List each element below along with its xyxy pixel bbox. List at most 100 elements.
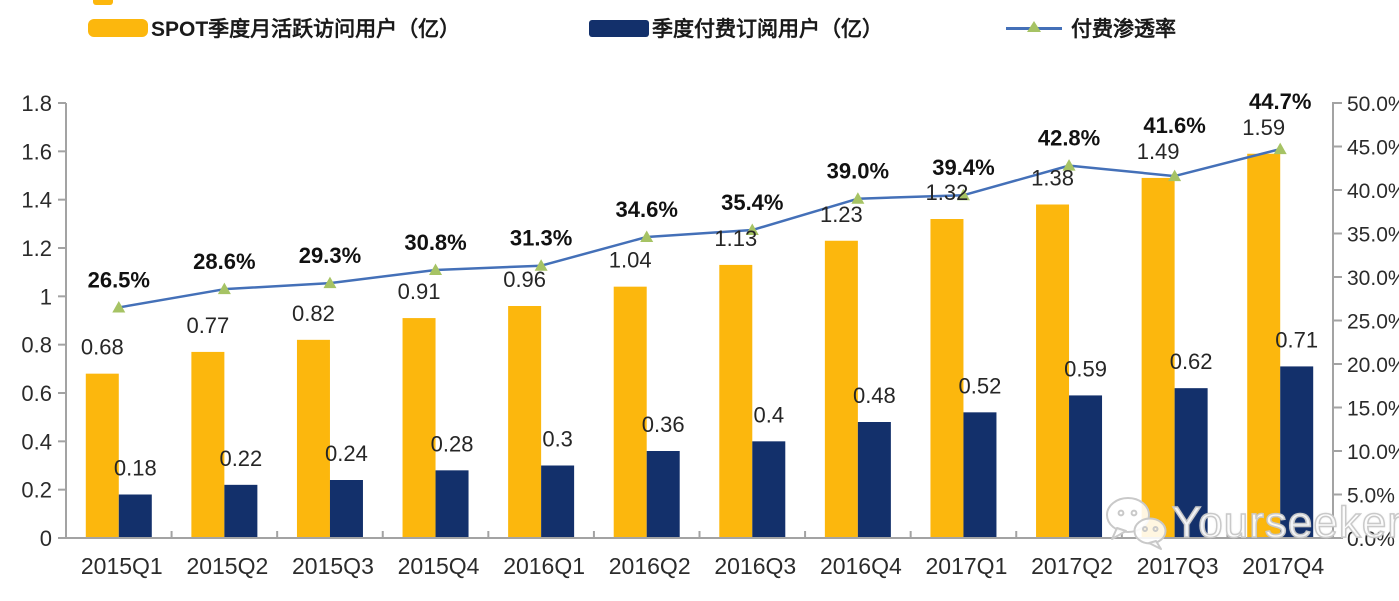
mau-legend-swatch [88, 19, 148, 37]
penetration-label-2015Q2: 28.6% [193, 249, 255, 274]
bar-mau-2017Q2 [1036, 204, 1070, 538]
x-axis-label-2016Q2: 2016Q2 [609, 553, 691, 579]
subscribers-value-label-2017Q2: 0.59 [1064, 356, 1107, 381]
subscribers-legend-swatch [589, 19, 649, 37]
subscribers-value-label-2015Q1: 0.18 [114, 456, 157, 481]
penetration-marker-2015Q1 [112, 300, 126, 313]
left-axis-tick-label: 1.8 [21, 91, 52, 116]
penetration-marker-2017Q3 [1168, 169, 1182, 182]
bar-mau-2015Q3 [296, 339, 330, 538]
bar-subscribers-2015Q1 [118, 494, 152, 538]
penetration-label-2016Q3: 35.4% [721, 190, 783, 215]
penetration-label-2017Q4: 44.7% [1249, 89, 1311, 114]
penetration-label-2016Q1: 31.3% [510, 226, 572, 251]
bar-subscribers-2017Q4 [1280, 366, 1314, 538]
left-axis-tick-label: 1 [40, 284, 52, 309]
mau-value-label-2016Q3: 1.13 [714, 226, 757, 251]
penetration-marker-2015Q3 [323, 276, 337, 289]
right-axis-tick-label: 15.0% [1347, 398, 1399, 421]
penetration-marker-2017Q4 [1273, 142, 1287, 155]
mau-value-label-2015Q3: 0.82 [292, 301, 335, 326]
bar-subscribers-2015Q3 [329, 480, 363, 538]
left-axis-tick-label: 0 [40, 526, 52, 551]
x-axis-label-2015Q1: 2015Q1 [81, 553, 163, 579]
penetration-marker-2016Q1 [534, 259, 548, 271]
penetration-label-2016Q4: 39.0% [827, 159, 889, 184]
mau-value-label-2015Q2: 0.77 [186, 313, 229, 338]
x-axis-label-2016Q3: 2016Q3 [714, 553, 796, 579]
x-axis-label-2015Q4: 2015Q4 [398, 553, 480, 579]
right-axis-tick-label: 40.0% [1347, 180, 1399, 203]
subscribers-value-label-2016Q4: 0.48 [853, 383, 896, 408]
right-axis-tick-label: 20.0% [1347, 354, 1399, 377]
left-axis-tick-label: 0.4 [21, 429, 52, 454]
bar-mau-2017Q1 [930, 219, 964, 538]
penetration-label-2017Q2: 42.8% [1038, 126, 1100, 151]
subscribers-legend-label: 季度付费订阅用户（亿） [652, 18, 883, 41]
x-axis-label-2016Q1: 2016Q1 [503, 553, 585, 579]
bar-mau-2016Q2 [613, 286, 647, 538]
penetration-marker-2015Q2 [217, 282, 231, 295]
left-axis-tick-label: 1.2 [21, 236, 52, 261]
bar-subscribers-2016Q1 [541, 465, 575, 538]
penetration-marker-2016Q4 [851, 192, 865, 204]
subscribers-value-label-2017Q4: 0.71 [1275, 327, 1318, 352]
penetration-marker-2016Q2 [640, 230, 654, 242]
penetration-legend-line [1006, 20, 1062, 32]
left-axis-tick-label: 1.4 [21, 188, 52, 213]
penetration-marker-2017Q1 [956, 188, 970, 201]
cropped-yellow-artifact [93, 0, 113, 5]
bar-mau-2016Q1 [508, 306, 542, 538]
bar-mau-2015Q2 [191, 351, 225, 538]
legend-item-mau: SPOT季度月活跃访问用户（亿） [88, 16, 461, 41]
mau-legend-label: SPOT季度月活跃访问用户（亿） [151, 18, 461, 41]
x-axis-label-2015Q3: 2015Q3 [292, 553, 374, 579]
right-axis-tick-label: 10.0% [1347, 441, 1399, 464]
bar-mau-2016Q4 [824, 240, 858, 538]
subscribers-value-label-2016Q2: 0.36 [642, 412, 685, 437]
left-axis-tick-label: 0.6 [21, 381, 52, 406]
bar-mau-2016Q3 [719, 264, 753, 538]
subscribers-value-label-2016Q1: 0.3 [542, 427, 573, 452]
bar-subscribers-2015Q2 [224, 484, 258, 538]
penetration-marker-2017Q2 [1062, 159, 1076, 171]
bar-subscribers-2016Q4 [857, 422, 891, 538]
subscribers-value-label-2015Q3: 0.24 [325, 441, 368, 466]
triangle-marker-icon [1027, 20, 1041, 32]
bar-subscribers-2016Q2 [646, 451, 680, 538]
penetration-marker-2015Q4 [429, 263, 443, 276]
left-axis-tick-label: 0.2 [21, 478, 52, 503]
bar-subscribers-2015Q4 [435, 470, 469, 538]
subscribers-value-label-2015Q2: 0.22 [219, 446, 262, 471]
mau-value-label-2017Q3: 1.49 [1137, 139, 1180, 164]
right-axis-tick-label: 45.0% [1347, 137, 1399, 160]
mau-value-label-2016Q2: 1.04 [609, 248, 652, 273]
penetration-label-2015Q1: 26.5% [88, 267, 150, 292]
right-axis-tick-label: 50.0% [1347, 93, 1399, 116]
penetration-label-2017Q1: 39.4% [932, 155, 994, 180]
mau-value-label-2015Q4: 0.91 [398, 279, 441, 304]
left-axis-tick-label: 1.6 [21, 139, 52, 164]
bar-mau-2015Q4 [402, 318, 436, 538]
bar-subscribers-2017Q1 [963, 412, 997, 538]
right-axis-tick-label: 0.0% [1347, 528, 1395, 551]
bar-mau-2015Q1 [85, 373, 119, 538]
bar-subscribers-2016Q3 [752, 441, 786, 538]
subscribers-value-label-2016Q3: 0.4 [753, 402, 784, 427]
penetration-label-2015Q3: 29.3% [299, 243, 361, 268]
x-axis-label-2017Q3: 2017Q3 [1137, 553, 1219, 579]
legend-item-penetration: 付费渗透率 [1006, 16, 1176, 41]
x-axis-label-2017Q1: 2017Q1 [926, 553, 1008, 579]
right-axis-tick-label: 30.0% [1347, 267, 1399, 290]
subscribers-value-label-2017Q1: 0.52 [959, 373, 1002, 398]
subscribers-value-label-2015Q4: 0.28 [431, 431, 474, 456]
bar-mau-2017Q4 [1247, 153, 1281, 538]
mau-value-label-2017Q1: 1.32 [926, 180, 969, 205]
bar-subscribers-2017Q2 [1069, 395, 1103, 538]
mau-value-label-2016Q4: 1.23 [820, 202, 863, 227]
penetration-label-2016Q2: 34.6% [616, 197, 678, 222]
right-axis-tick-label: 5.0% [1347, 485, 1395, 508]
x-axis-label-2016Q4: 2016Q4 [820, 553, 902, 579]
